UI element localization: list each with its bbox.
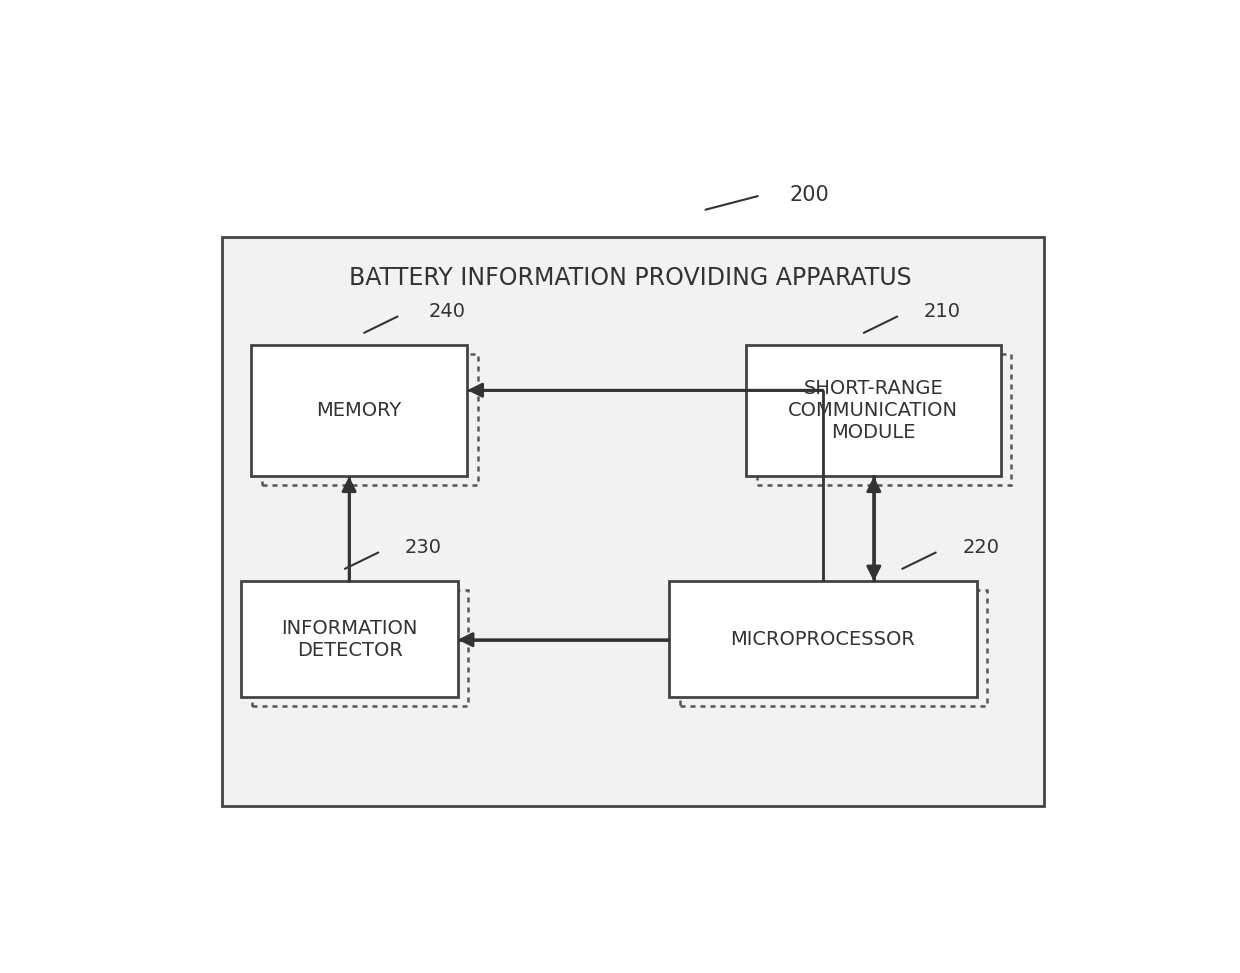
Bar xyxy=(262,353,477,485)
Bar xyxy=(250,345,467,477)
Text: BATTERY INFORMATION PROVIDING APPARATUS: BATTERY INFORMATION PROVIDING APPARATUS xyxy=(350,266,911,290)
Text: MEMORY: MEMORY xyxy=(316,401,402,420)
Text: 230: 230 xyxy=(404,538,441,558)
Bar xyxy=(680,590,987,705)
Text: MICROPROCESSOR: MICROPROCESSOR xyxy=(730,630,915,649)
Text: 240: 240 xyxy=(429,302,466,321)
Bar xyxy=(746,345,1001,477)
Bar xyxy=(252,590,469,705)
Bar xyxy=(222,236,1044,806)
Text: 210: 210 xyxy=(924,302,961,321)
Text: SHORT-RANGE
COMMUNICATION
MODULE: SHORT-RANGE COMMUNICATION MODULE xyxy=(789,379,959,443)
Text: 220: 220 xyxy=(962,538,999,558)
Bar xyxy=(756,353,1012,485)
Text: INFORMATION
DETECTOR: INFORMATION DETECTOR xyxy=(281,619,418,660)
Bar xyxy=(242,581,458,698)
Bar xyxy=(670,581,977,698)
Text: 200: 200 xyxy=(789,186,830,205)
